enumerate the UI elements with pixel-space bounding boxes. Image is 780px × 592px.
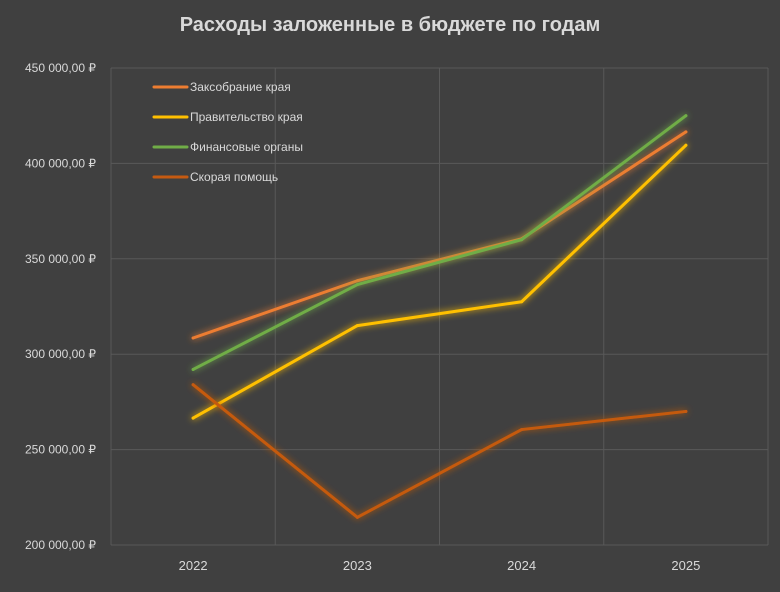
- data-point: [684, 114, 688, 118]
- x-tick-label: 2024: [507, 558, 536, 573]
- data-point: [355, 279, 359, 283]
- y-tick-label: 200 000,00 ₽: [25, 538, 96, 552]
- data-point: [355, 283, 359, 287]
- x-tick-label: 2023: [343, 558, 372, 573]
- x-tick-label: 2022: [179, 558, 208, 573]
- series-line-4: [191, 383, 688, 519]
- data-point: [684, 143, 688, 147]
- data-point: [684, 130, 688, 134]
- data-point: [520, 300, 524, 304]
- y-tick-label: 300 000,00 ₽: [25, 347, 96, 361]
- legend-label: Скорая помощь: [190, 170, 278, 184]
- legend-label: Правительство края: [190, 110, 303, 124]
- x-tick-label: 2025: [671, 558, 700, 573]
- data-point: [191, 367, 195, 371]
- chart-title: Расходы заложенные в бюджете по годам: [179, 14, 601, 36]
- y-tick-label: 250 000,00 ₽: [25, 443, 96, 457]
- data-point: [191, 336, 195, 340]
- series-line-3: [191, 114, 688, 371]
- data-point: [520, 428, 524, 432]
- legend-label: Заксобрание края: [190, 80, 291, 94]
- data-point: [355, 324, 359, 328]
- data-point: [191, 416, 195, 420]
- data-point: [191, 383, 195, 387]
- data-point: [355, 515, 359, 519]
- y-tick-label: 400 000,00 ₽: [25, 156, 96, 170]
- y-tick-label: 450 000,00 ₽: [25, 61, 96, 75]
- series-line-1: [191, 130, 688, 340]
- series-line-2: [191, 143, 688, 420]
- data-point: [520, 238, 524, 242]
- y-tick-label: 350 000,00 ₽: [25, 252, 96, 266]
- legend-label: Финансовые органы: [190, 140, 303, 154]
- data-point: [684, 409, 688, 413]
